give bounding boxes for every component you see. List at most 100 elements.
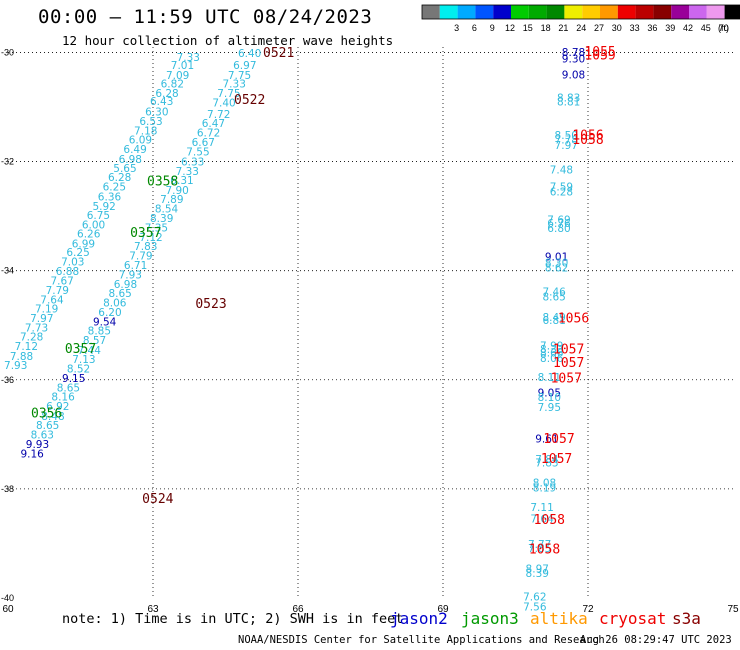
- swh-value-label: 8.11: [538, 372, 561, 384]
- legend-tick-label: 12: [505, 23, 515, 33]
- swh-value-label: 6.28: [108, 172, 131, 184]
- swh-value-label: 6.76: [547, 218, 571, 230]
- swh-value-label: 6.25: [103, 182, 126, 194]
- swh-value-label: 6.92: [46, 401, 69, 413]
- swh-value-label: 7.93: [119, 269, 142, 281]
- legend-tick-label: 9: [490, 23, 495, 33]
- pass-time-label: 1059: [584, 49, 615, 64]
- footnote: note: 1) Time is in UTC; 2) SWH is in fe…: [62, 611, 404, 627]
- swh-value-label: 7.40: [212, 98, 235, 110]
- swh-value-label: 7.64: [530, 513, 554, 525]
- pass-time-label: 0357: [65, 342, 96, 357]
- satellite-name-jason3: jason3: [461, 609, 519, 628]
- page-subtitle: 12 hour collection of altimeter wave hei…: [62, 33, 394, 48]
- swh-value-label: 6.81: [542, 315, 565, 327]
- swh-value-label: 6.36: [98, 191, 122, 203]
- swh-value-label: 7.12: [139, 232, 162, 244]
- swh-value-label: 7.03: [61, 256, 84, 268]
- swh-value-label: 6.43: [150, 96, 173, 108]
- swh-value-label: 9.16: [20, 448, 44, 460]
- swh-value-label: 8.65: [108, 288, 131, 300]
- swh-value-label: 8.63: [31, 429, 54, 441]
- swh-value-label: 6.40: [238, 48, 261, 60]
- swh-value-label: 8.62: [545, 262, 568, 274]
- swh-value-label: 7.84: [535, 454, 559, 466]
- swh-value-label: 7.12: [15, 341, 38, 353]
- swh-value-label: 9.93: [26, 439, 49, 451]
- swh-value-label: 6.88: [56, 266, 79, 278]
- swh-value-label: 7.33: [176, 166, 199, 178]
- swh-value-label: 7.28: [20, 332, 43, 344]
- color-legend: 3 6 9 12 15 18 21 24 27 30 33 36 39 42 45 70(ft): [421, 4, 740, 33]
- pass-time-label: 0522: [234, 93, 265, 108]
- lon-tick-label: 69: [437, 604, 449, 615]
- swh-value-label: 7.69: [547, 214, 570, 226]
- lat-tick-label: -34: [1, 266, 14, 276]
- legend-swatch: [546, 5, 565, 19]
- swh-value-label: 8.66: [540, 348, 564, 360]
- swh-value-label: 7.67: [50, 275, 73, 287]
- pass-time-label: 0523: [195, 297, 226, 312]
- pass-time-label: 1058: [534, 513, 565, 528]
- swh-value-label: 7.97: [555, 140, 578, 152]
- swh-value-label: 7.09: [166, 70, 189, 82]
- swh-value-label: 5.65: [113, 163, 136, 175]
- legend-swatch: [653, 5, 672, 19]
- swh-value-label: 6.09: [129, 135, 152, 147]
- swh-value-label: 6.31: [170, 175, 193, 187]
- legend-tick-label: 70: [719, 23, 729, 33]
- pass-time-label: 1057: [553, 356, 584, 371]
- pass-time-label: 1056: [558, 312, 589, 327]
- satellite-name-cryosat: cryosat: [599, 609, 667, 628]
- lon-tick-label: 60: [2, 604, 14, 615]
- lon-tick-label: 72: [582, 604, 594, 615]
- swh-value-label: 7.46: [542, 286, 566, 298]
- swh-value-label: 6.28: [155, 88, 178, 100]
- legend-swatch: [564, 5, 583, 19]
- swh-value-label: 9.05: [538, 387, 561, 399]
- page-title: 00:00 – 11:59 UTC 08/24/2023: [38, 6, 373, 28]
- satellite-name-altika: altika: [530, 609, 588, 628]
- swh-value-label: 8.57: [83, 335, 106, 347]
- legend-swatch: [422, 5, 440, 19]
- pass-time-label: 1057: [553, 343, 584, 358]
- swh-value-label: 9.61: [535, 434, 558, 446]
- swh-value-label: 8.65: [57, 382, 80, 394]
- pass-time-label: 1057: [541, 452, 572, 467]
- swh-value-label: 6.97: [233, 60, 256, 72]
- swh-value-label: 8.49: [542, 312, 565, 324]
- swh-value-label: 6.33: [181, 157, 204, 169]
- swh-value-label: 7.83: [535, 458, 558, 470]
- legend-swatch: [457, 5, 476, 19]
- swh-value-label: 8.19: [533, 482, 556, 494]
- swh-value-label: 6.67: [192, 137, 215, 149]
- swh-value-label: 8.06: [103, 297, 127, 309]
- pass-time-label: 1058: [529, 542, 560, 557]
- legend-tick-label: 30: [612, 23, 622, 33]
- swh-value-label: 6.98: [114, 279, 137, 291]
- legend-swatch: [439, 5, 458, 19]
- swh-value-label: 7.77: [528, 539, 551, 551]
- legend-tick-label: 33: [630, 23, 640, 33]
- swh-value-label: 7.95: [538, 402, 561, 414]
- pass-time-label: 1056: [572, 128, 603, 143]
- swh-value-label: 7.83: [134, 241, 157, 253]
- legend-swatch: [724, 5, 740, 19]
- swh-value-label: 6.49: [123, 144, 146, 156]
- swh-value-label: 6.53: [139, 116, 162, 128]
- lon-tick-label: 75: [727, 604, 739, 615]
- pass-time-label: 1057: [543, 432, 574, 447]
- legend-swatch: [635, 5, 654, 19]
- legend-tick-label: 39: [665, 23, 675, 33]
- swh-value-label: 6.28: [550, 187, 573, 199]
- pass-time-label: 0358: [147, 175, 178, 190]
- swh-value-label: 6.80: [547, 223, 570, 235]
- pass-time-label: 0357: [130, 226, 161, 241]
- swh-value-label: 7.79: [46, 285, 69, 297]
- legend-swatch: [528, 5, 547, 19]
- swh-value-label: 8.30: [545, 257, 568, 269]
- swh-value-label: 8.83: [557, 93, 580, 105]
- pass-time-label: 1058: [572, 133, 603, 148]
- swh-value-label: 7.55: [186, 147, 209, 159]
